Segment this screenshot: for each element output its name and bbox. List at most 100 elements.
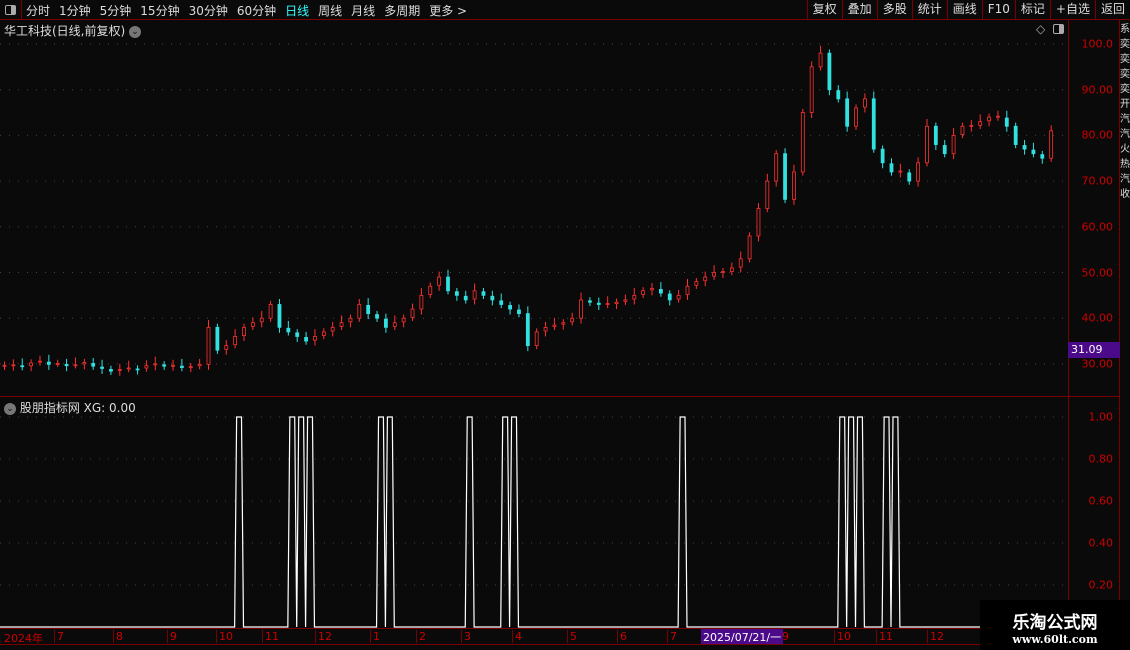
y-tick-label: 30.00 [1081, 357, 1114, 371]
candle-body [1013, 125, 1018, 145]
y-axis: 100.0 90.00 80.00 70.00 60.00 50.00 40.00 30.00… [1068, 20, 1120, 628]
side-text: 汽 [1120, 114, 1130, 125]
side-text: 汽 [1120, 129, 1130, 140]
time-label: 12 [927, 630, 944, 643]
candle-body [224, 345, 229, 350]
candle-body [29, 362, 34, 367]
tool-button[interactable]: 标记 [1014, 0, 1050, 20]
tool-button[interactable]: 返回 [1094, 0, 1130, 20]
candle-body [242, 326, 246, 336]
chart-tools: ◇ [1036, 22, 1065, 36]
period-tab[interactable]: 5分钟 [99, 4, 132, 18]
candle-body [259, 317, 264, 323]
candle-body [854, 107, 858, 127]
indicator-title: ⌄ 股朋指标网 XG: 0.00 [4, 399, 136, 416]
candle-body [756, 208, 761, 237]
candle-body [729, 267, 734, 272]
period-tab[interactable]: 日线 [285, 4, 310, 18]
period-tab[interactable]: 多周期 [384, 4, 421, 18]
period-tab[interactable]: 分时 [26, 4, 51, 18]
tool-button[interactable]: 叠加 [841, 0, 877, 20]
period-tab[interactable]: 更多 > [429, 4, 468, 18]
tool-button[interactable]: 统计 [911, 0, 947, 20]
candle-body [64, 363, 69, 367]
side-text: 火 [1120, 144, 1130, 155]
candle-body [375, 314, 379, 319]
candle-body [499, 300, 504, 305]
candle-body [862, 98, 867, 108]
candle-body [978, 121, 983, 126]
candle-body [898, 170, 903, 173]
watermark-logo: 乐淘公式网 www.60lt.com [980, 600, 1130, 650]
chevron-down-icon[interactable]: ⌄ [4, 402, 16, 415]
candle-body [658, 289, 663, 294]
candle-body [126, 367, 131, 370]
period-tab[interactable]: 月线 [351, 4, 376, 18]
chevron-down-icon[interactable]: ⌄ [129, 25, 142, 38]
time-label: 8 [113, 630, 123, 643]
panel-icon [5, 5, 16, 15]
time-label: 2024年 [4, 632, 43, 645]
candle-body [871, 98, 876, 150]
candle-body [463, 295, 468, 301]
side-text: 收 [1120, 189, 1130, 200]
side-text: 奕 [1120, 69, 1130, 80]
tool-button[interactable]: 复权 [806, 0, 842, 20]
period-tabs: 分时 1分钟 5分钟 15分钟 30分钟 60分钟 日线 周线 月线 多周期 更多 > [26, 2, 467, 19]
side-text: 奕 [1120, 39, 1130, 50]
indicator-tick-label: 0.20 [1088, 578, 1114, 592]
candle-body [738, 258, 743, 268]
candle-body [73, 364, 78, 367]
candle-body [401, 317, 406, 323]
right-info-column: 系奕奕奕奕开汽汽火热汽收 [1120, 20, 1130, 628]
candle-body [11, 364, 16, 367]
candle-body [827, 52, 832, 91]
chart-title: 华工科技(日线,前复权) ⌄ [4, 22, 142, 39]
indicator-tick-label: 0.80 [1088, 452, 1114, 466]
candle-body [419, 294, 424, 310]
candle-body [907, 172, 912, 182]
candle-body [1031, 149, 1036, 155]
period-tab[interactable]: 60分钟 [236, 4, 277, 18]
candle-body [765, 180, 770, 209]
period-tab[interactable]: 1分钟 [59, 4, 91, 18]
candle-body [366, 305, 371, 315]
candle-body [295, 332, 300, 337]
candle-body [996, 115, 1000, 118]
period-tab[interactable]: 30分钟 [188, 4, 228, 18]
tool-button[interactable]: 画线 [946, 0, 982, 20]
candle-body [38, 360, 42, 363]
candle-body [2, 364, 7, 367]
price-chart[interactable] [0, 0, 1068, 628]
candle-body [55, 363, 60, 365]
y-tick-label: 40.00 [1081, 311, 1114, 325]
candle-body [46, 361, 51, 365]
tool-buttons: 复权 叠加 多股 统计 画线 F10 标记 +自选 返回 [806, 0, 1130, 20]
time-label: 5 [567, 630, 577, 643]
last-price-badge: 31.09 [1068, 342, 1120, 358]
period-tab[interactable]: 15分钟 [140, 4, 180, 18]
panel-toggle-button[interactable] [0, 0, 22, 20]
diamond-icon[interactable]: ◇ [1036, 22, 1046, 36]
panel-icon[interactable] [1053, 24, 1065, 34]
tool-button[interactable]: 多股 [876, 0, 912, 20]
candle-body [596, 302, 601, 305]
candle-body [534, 331, 539, 347]
indicator-label: 股朋指标网 XG: 0.00 [19, 401, 136, 415]
candle-body [1022, 145, 1027, 150]
time-label: 9 [167, 630, 177, 643]
side-text: 奕 [1120, 84, 1130, 95]
candle-body [153, 363, 158, 366]
candle-body [632, 294, 637, 300]
candle-body [117, 368, 122, 371]
side-text: 汽 [1120, 174, 1130, 185]
indicator-tick-label: 0.60 [1088, 494, 1114, 508]
candle-body [179, 365, 184, 368]
period-tab[interactable]: 周线 [318, 4, 343, 18]
panel-divider[interactable] [0, 396, 1120, 397]
y-tick-label: 80.00 [1081, 128, 1114, 142]
candle-body [605, 303, 610, 305]
candle-body [277, 304, 282, 328]
tool-button[interactable]: F10 [981, 0, 1015, 20]
tool-button[interactable]: +自选 [1049, 0, 1095, 20]
